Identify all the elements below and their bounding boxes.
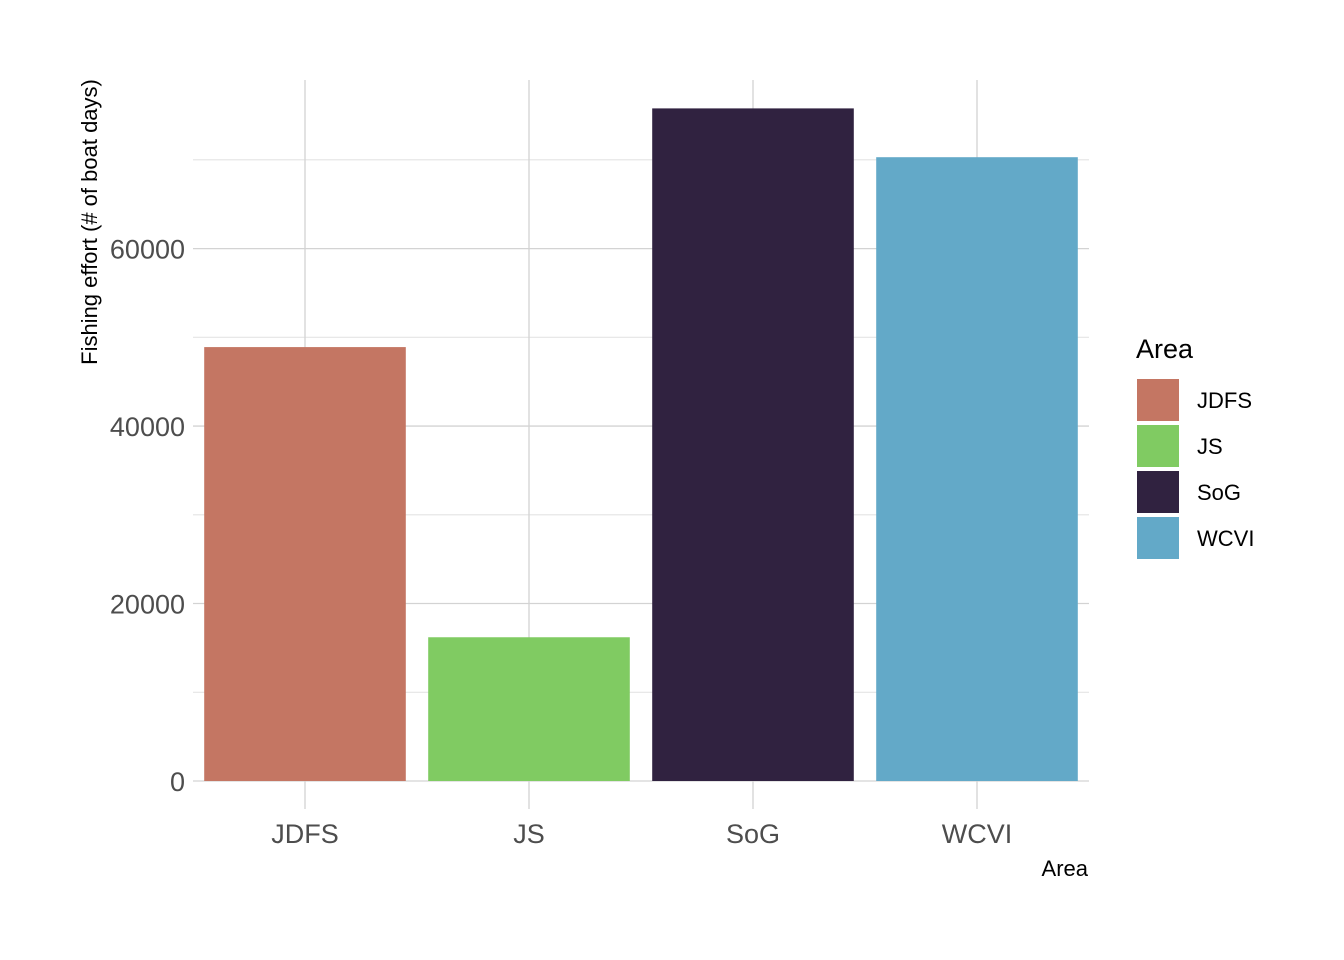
legend-label: JDFS [1197, 388, 1252, 413]
legend-swatch [1137, 379, 1179, 421]
y-tick-label: 20000 [110, 590, 185, 620]
x-tick-label: JS [513, 819, 545, 849]
bar-wcvi [876, 157, 1078, 781]
x-tick-label: WCVI [942, 819, 1013, 849]
bar-js [428, 637, 630, 781]
legend-item: WCVI [1137, 517, 1254, 559]
legend-swatch [1137, 471, 1179, 513]
legend-label: JS [1197, 434, 1223, 459]
bar-jdfs [204, 347, 406, 781]
legend-items: JDFS JS SoG WCVI [1137, 379, 1254, 559]
legend-title: Area [1136, 334, 1194, 364]
bar-sog [652, 108, 854, 781]
y-axis-title: Fishing effort (# of boat days) [77, 79, 102, 365]
y-tick-label: 60000 [110, 235, 185, 265]
legend-item: JS [1137, 425, 1223, 467]
legend-label: WCVI [1197, 526, 1254, 551]
x-tick-label: JDFS [271, 819, 339, 849]
y-tick-label: 0 [170, 767, 185, 797]
legend-label: SoG [1197, 480, 1241, 505]
legend-item: SoG [1137, 471, 1241, 513]
legend-item: JDFS [1137, 379, 1252, 421]
x-axis-title: Area [1042, 856, 1089, 881]
x-tick-label: SoG [726, 819, 780, 849]
x-axis-tick-labels: JDFS JS SoG WCVI [271, 819, 1012, 849]
bars [204, 108, 1078, 781]
y-tick-label: 40000 [110, 412, 185, 442]
y-axis-tick-labels: 0 20000 40000 60000 [110, 235, 185, 797]
legend-swatch [1137, 517, 1179, 559]
legend-swatch [1137, 425, 1179, 467]
legend: Area JDFS JS SoG WCVI [1136, 334, 1254, 559]
